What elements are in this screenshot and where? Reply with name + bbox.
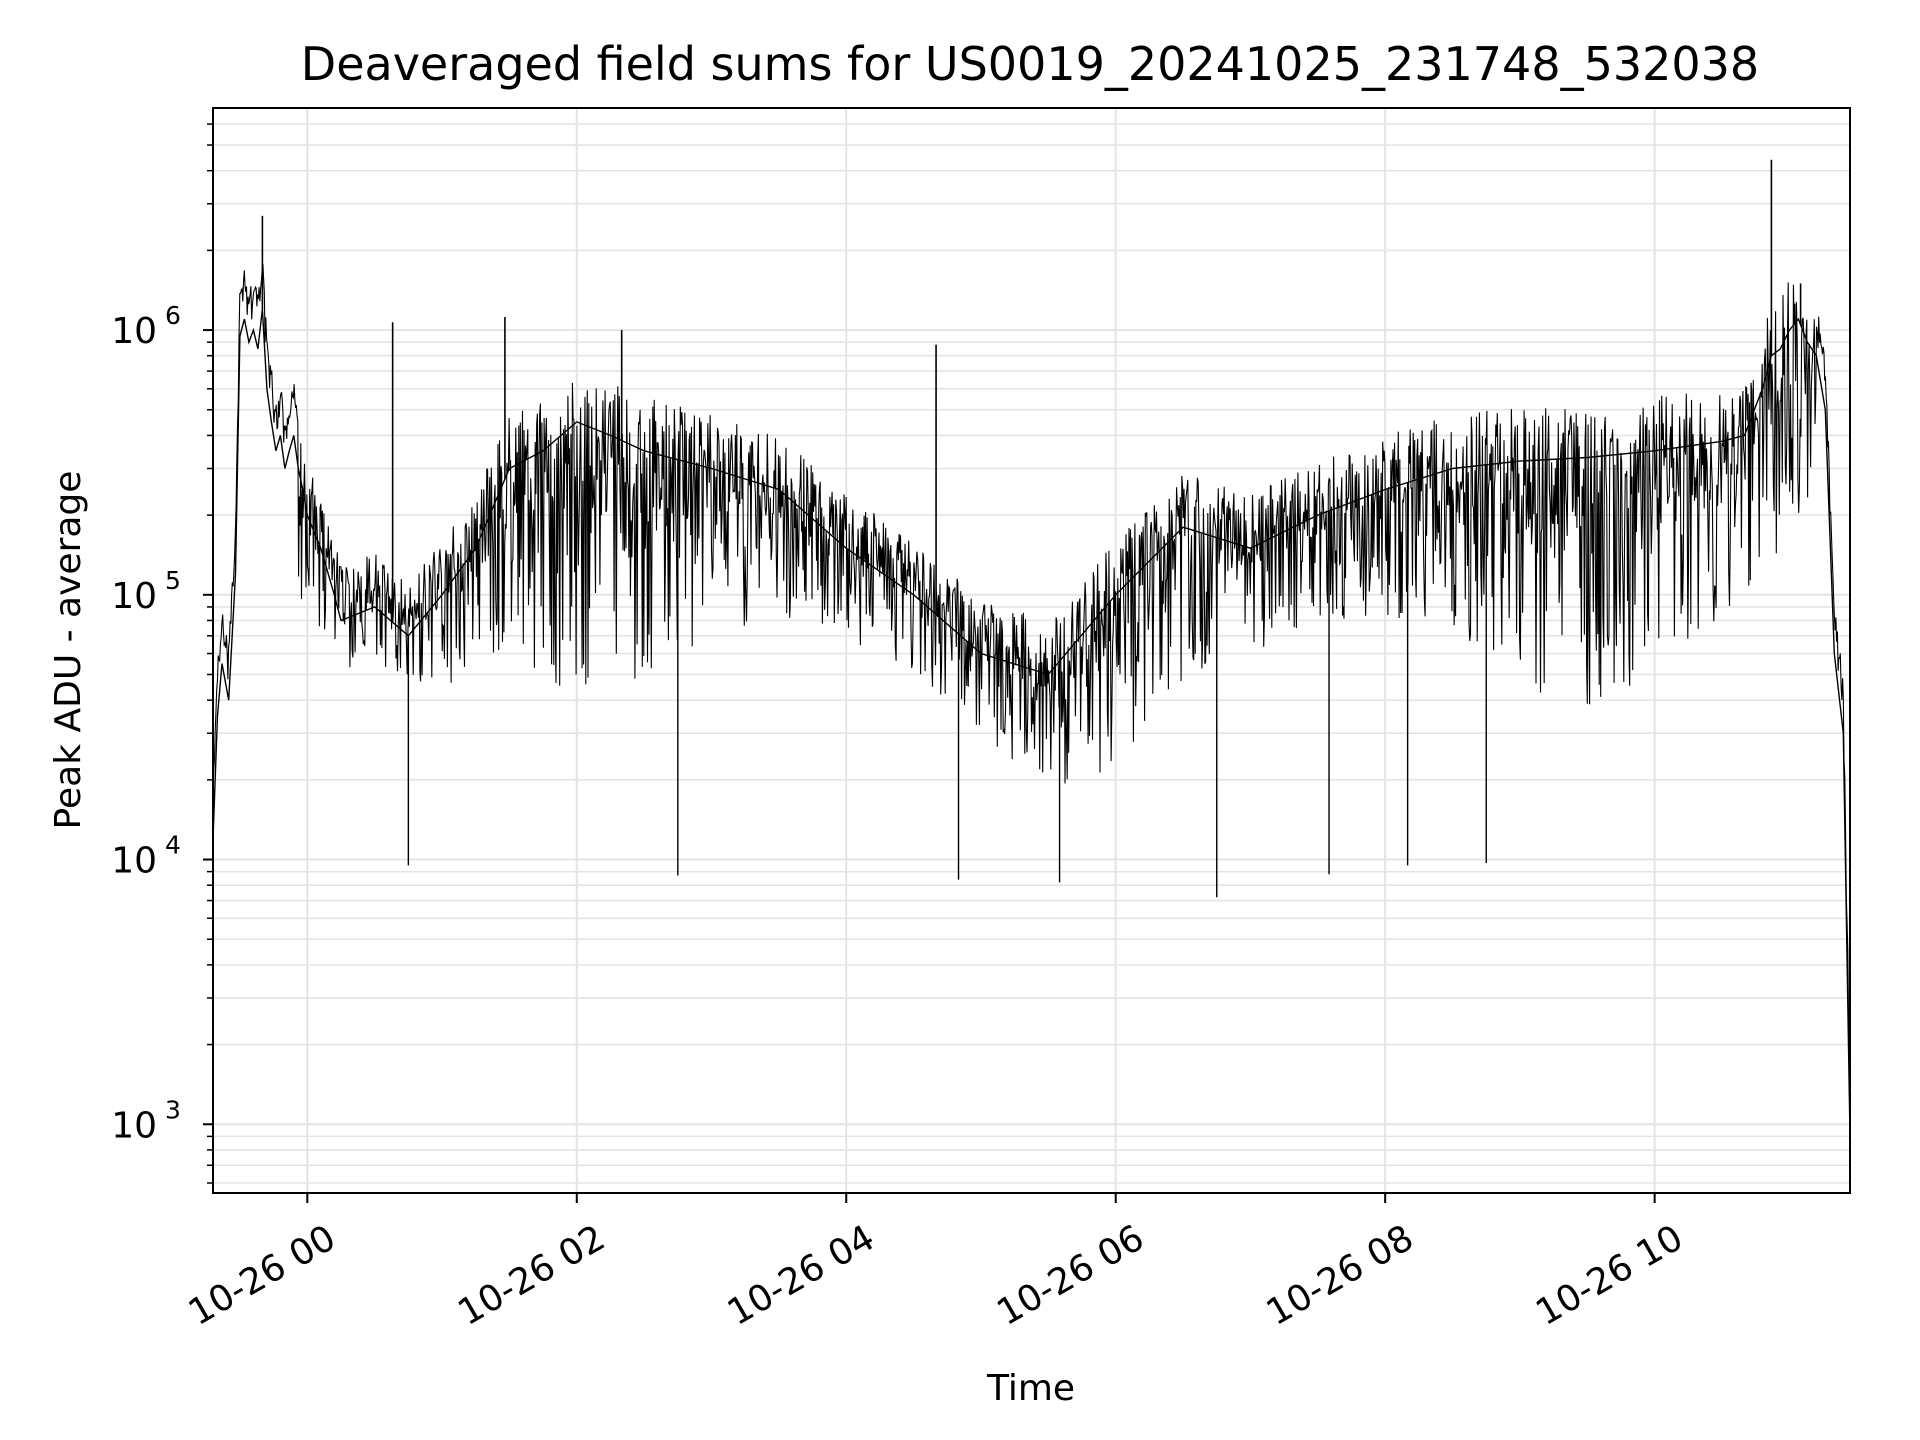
y-tick-label: 10 [111,841,157,882]
x-tick-label: 10-26 10 [1529,1217,1690,1333]
x-tick-label: 10-26 08 [1260,1217,1421,1333]
y-tick-label: 10 [111,311,157,352]
y-axis-label: Peak ADU - average [48,471,89,830]
x-tick-label: 10-26 02 [451,1217,612,1333]
plot-frame [212,107,1851,1194]
y-tick-label: 10 [111,1105,157,1146]
chart-title: Deaveraged field sums for US0019_2024102… [301,37,1759,91]
series-trace [212,263,1851,1120]
x-tick-label: 10-26 04 [721,1217,882,1333]
y-tick-label-exponent: 6 [165,301,181,330]
x-tick-label: 10-26 06 [990,1217,1151,1333]
y-tick-label-exponent: 4 [165,831,181,860]
y-tick-label: 10 [111,576,157,617]
axis-ticks: 10-26 00 10-26 02 10-26 04 10-26 06 10-26 08… [111,123,1690,1334]
grid [213,108,1850,1193]
x-tick-label: 10-26 00 [182,1217,343,1333]
data-layer [212,159,1851,1137]
x-axis-label: Time [986,1368,1075,1409]
y-tick-label-exponent: 3 [165,1095,181,1124]
y-tick-label-exponent: 5 [165,566,181,595]
